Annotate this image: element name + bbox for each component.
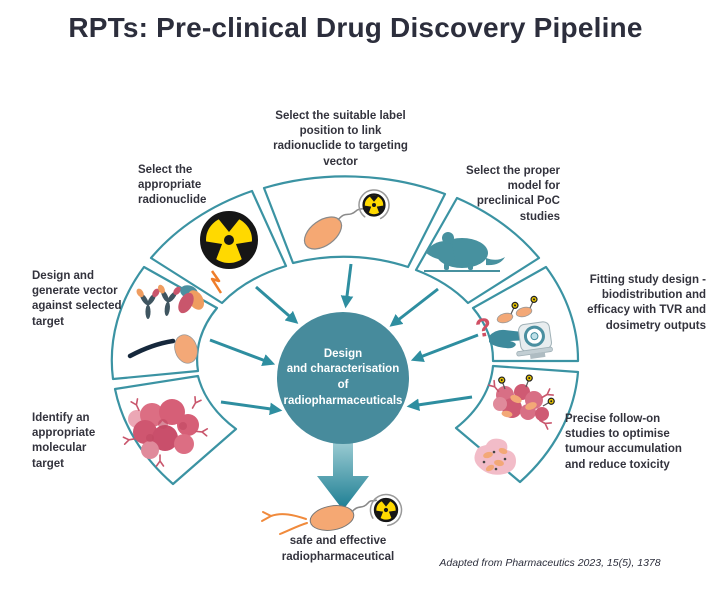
label-design-vector: Design and generate vector against selec… [32, 270, 122, 328]
output-arrow [317, 442, 369, 510]
mouse-icon [424, 232, 505, 272]
question-scanner-icon: ? [473, 294, 553, 359]
tumour-cells-icon [122, 395, 209, 467]
label-identify-target: Identify an appropriate molecular target [32, 412, 96, 470]
label-fitting-study: Fitting study design - biodistribution a… [587, 274, 706, 332]
label-label-position: Select the suitable label position to li… [273, 110, 408, 168]
label-radionuclide: Select the appropriate radionuclide [138, 164, 207, 207]
question-mark-glyph: ? [473, 311, 494, 343]
center-circle-label: Design and characterisation of radiophar… [283, 347, 403, 407]
tumour-uptake-icon [474, 373, 556, 475]
center-circle [277, 312, 409, 444]
label-follow-on: Precise follow-on studies to optimise tu… [565, 413, 682, 471]
labelled-vector-icon [303, 189, 390, 250]
antibody-vectors-icon [127, 283, 205, 364]
radiopharmaceutical-cell-icon [261, 493, 403, 535]
attribution-text: Adapted from Pharmaceutics 2023, 15(5), … [439, 557, 661, 569]
segment-identify-target [113, 374, 238, 486]
segment-label-position [262, 175, 447, 269]
outcome-caption: safe and effective radiopharmaceutical [281, 535, 395, 563]
arrows-to-center [209, 263, 479, 416]
segment-follow-on [454, 364, 580, 484]
radioactive-symbol-icon [203, 214, 255, 294]
page-title: RPTs: Pre-clinical Drug Discovery Pipeli… [68, 12, 643, 43]
label-preclinical-model: Select the proper model for preclinical … [466, 165, 560, 223]
